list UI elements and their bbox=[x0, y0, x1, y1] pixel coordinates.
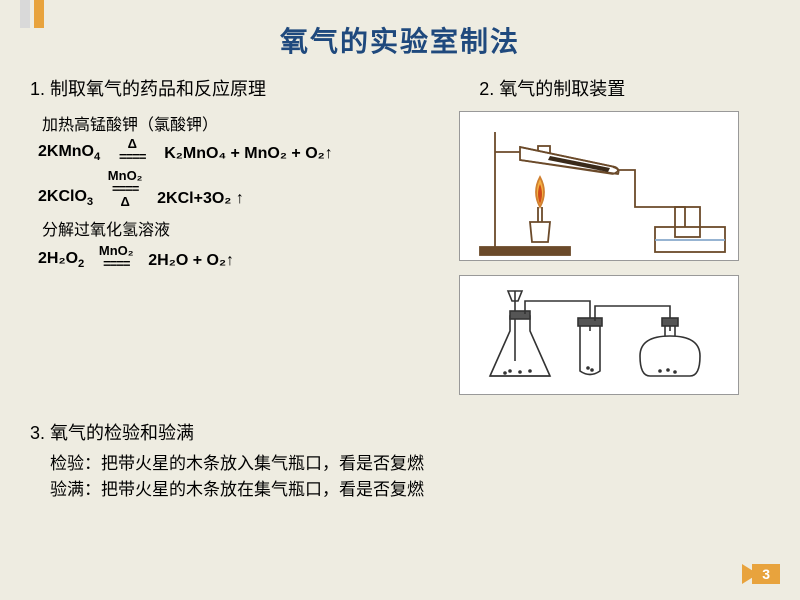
page-number-badge: 3 bbox=[742, 564, 780, 584]
corner-accent bbox=[20, 0, 44, 28]
section2-heading: 2. 氧气的制取装置 bbox=[479, 75, 770, 101]
method1-label: 加热高锰酸钾（氯酸钾） bbox=[42, 111, 459, 135]
apparatus-diagram-1 bbox=[459, 111, 739, 261]
slide-title: 氧气的实验室制法 bbox=[0, 0, 800, 60]
test-line-1: 检验：把带火星的木条放入集气瓶口，看是否复燃 bbox=[50, 451, 770, 477]
apparatus-diagram-2 bbox=[459, 275, 739, 395]
test-line-2: 验满：把带火星的木条放在集气瓶口，看是否复燃 bbox=[50, 477, 770, 503]
equation-1: 2KMnO4 Δ ==== K₂MnO₄ + MnO₂ + O₂↑ bbox=[38, 137, 459, 163]
section3-heading: 3. 氧气的检验和验满 bbox=[30, 419, 770, 445]
section1-heading: 1. 制取氧气的药品和反应原理 bbox=[30, 75, 459, 101]
equation-3: 2H₂O2 MnO₂ ==== 2H₂O + O₂↑ bbox=[38, 244, 459, 270]
method2-label: 分解过氧化氢溶液 bbox=[42, 216, 459, 240]
equation-2: 2KClO3 MnO₂ ==== Δ 2KCl+3O₂ ↑ bbox=[38, 169, 459, 208]
page-number: 3 bbox=[752, 564, 780, 584]
